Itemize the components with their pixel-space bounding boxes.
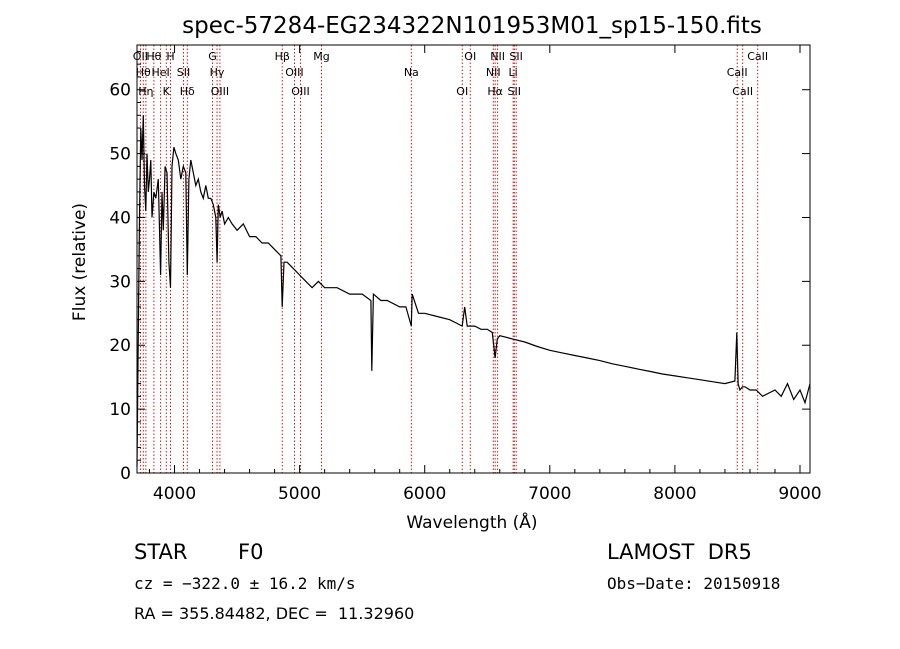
x-tick-label: 7000: [528, 484, 571, 504]
line-label: Hα: [487, 85, 503, 98]
y-tick-label: 10: [109, 400, 131, 420]
x-tick-label: 5000: [278, 484, 321, 504]
y-axis-label: Flux (relative): [70, 203, 90, 321]
line-label: OI: [464, 50, 476, 63]
redshift-cz: cz = −322.0 ± 16.2 km/s: [134, 574, 356, 593]
object-class: STAR: [134, 540, 188, 564]
x-tick-label: 9000: [778, 484, 821, 504]
line-label: OIII: [211, 85, 229, 98]
coordinates: RA = 355.84482, DEC = 11.32960: [134, 604, 415, 623]
line-label: SII: [508, 85, 521, 98]
spectral-line-markers: [139, 45, 759, 473]
spectral-line-labels: OIIHθHηHθHeIKHSIIHδGHγOIIIHβOIIIOIIIMgNa…: [133, 50, 768, 98]
observation-date: Obs−Date: 20150918: [607, 574, 781, 593]
line-label: Mg: [313, 50, 329, 63]
x-axis-label: Wavelength (Å): [406, 511, 537, 533]
line-label: SII: [177, 66, 190, 79]
y-tick-label: 30: [109, 272, 131, 292]
line-label: Hθ: [136, 66, 151, 79]
y-tick-label: 20: [109, 336, 131, 356]
line-label: NII: [486, 66, 501, 79]
line-label: Hγ: [210, 66, 225, 79]
line-label: Hδ: [180, 85, 195, 98]
line-label: Hβ: [275, 50, 290, 63]
chart-title: spec-57284-EG234322N101953M01_sp15-150.f…: [182, 13, 762, 39]
line-label: G: [208, 50, 217, 63]
y-axis-ticks: 0 10 20 30 40 50 60: [109, 50, 810, 484]
x-axis-ticks: 4000 5000 6000 7000 8000 9000: [149, 45, 822, 504]
line-label: Hθ: [146, 50, 161, 63]
y-tick-label: 60: [109, 81, 131, 101]
line-label: OI: [456, 85, 468, 98]
line-label: CaII: [727, 66, 748, 79]
line-label: Hη: [138, 85, 153, 98]
line-label: Na: [404, 66, 419, 79]
line-label: Li: [509, 66, 518, 79]
line-label: CaII: [732, 85, 753, 98]
line-label: CaII: [747, 50, 768, 63]
line-label: OIII: [285, 66, 303, 79]
plot-frame: [136, 44, 811, 474]
x-tick-label: 4000: [153, 484, 196, 504]
line-label: OIII: [291, 85, 309, 98]
line-label: H: [166, 50, 174, 63]
y-tick-label: 0: [120, 464, 131, 484]
line-label: NII: [490, 50, 505, 63]
line-label: K: [163, 85, 171, 98]
spectrum-series: [136, 115, 811, 467]
survey-name: LAMOST DR5: [607, 540, 752, 564]
x-tick-label: 8000: [653, 484, 696, 504]
line-label: HeI: [151, 66, 169, 79]
y-tick-label: 40: [109, 208, 131, 228]
y-tick-label: 50: [109, 145, 131, 165]
x-tick-label: 6000: [403, 484, 446, 504]
object-subclass: F0: [238, 540, 264, 564]
spectrum-line: [136, 115, 811, 467]
line-label: SII: [509, 50, 522, 63]
